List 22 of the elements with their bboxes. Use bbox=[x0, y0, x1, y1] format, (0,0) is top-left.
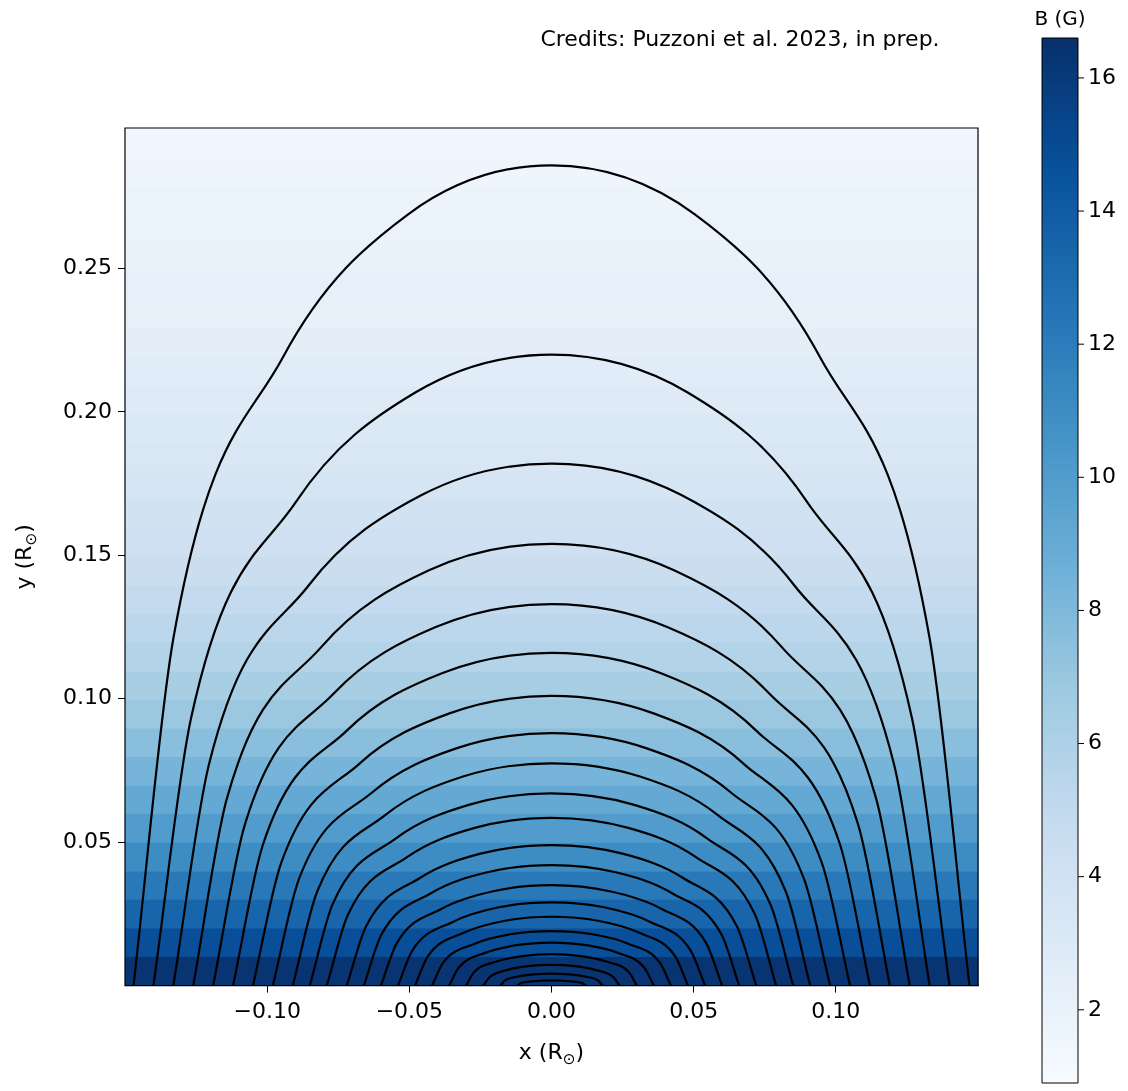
color-bar-label: 14 bbox=[1088, 196, 1116, 222]
y-axis-title: y (R⊙) bbox=[10, 524, 40, 590]
color-bar-label: 12 bbox=[1088, 329, 1116, 355]
x-tick-label: −0.10 bbox=[233, 997, 301, 1023]
color-bar-label: 8 bbox=[1088, 596, 1102, 622]
x-tick-label: 0.10 bbox=[811, 997, 861, 1023]
color-bar-label: 6 bbox=[1088, 729, 1102, 755]
y-tick-label: 0.05 bbox=[63, 827, 112, 853]
y-tick-label: 0.15 bbox=[63, 541, 112, 567]
color-bar-label: 4 bbox=[1088, 862, 1102, 888]
x-tick-label: −0.05 bbox=[375, 997, 444, 1023]
x-tick-label: 0.00 bbox=[527, 997, 576, 1023]
y-tick-label: 0.20 bbox=[63, 397, 112, 423]
x-axis-title: x (R⊙) bbox=[518, 1039, 585, 1069]
color-bar-label: 2 bbox=[1088, 995, 1102, 1021]
y-tick-label: 0.25 bbox=[63, 254, 112, 280]
color-bar-label: 16 bbox=[1088, 63, 1116, 89]
color-bar-title: B (G) bbox=[1034, 6, 1086, 31]
text: Credits: Puzzoni et al. 2023, in prep. bbox=[540, 25, 940, 51]
y-tick-label: 0.10 bbox=[63, 684, 112, 710]
color-bar-label: 10 bbox=[1088, 463, 1116, 489]
x-tick-label: 0.05 bbox=[669, 997, 719, 1023]
